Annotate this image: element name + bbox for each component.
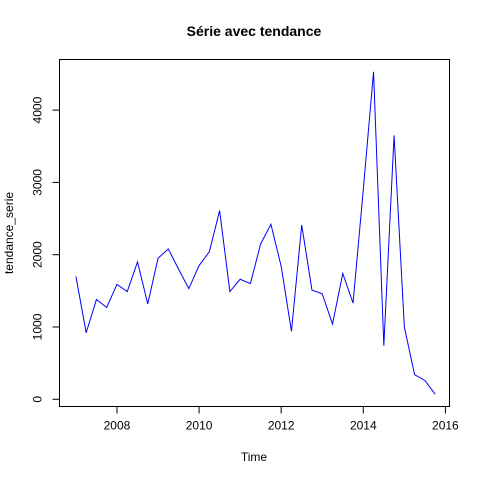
chart-title: Série avec tendance (187, 23, 322, 39)
x-tick-label: 2010 (186, 419, 213, 433)
x-axis: 2008 2010 2012 2014 2016 (104, 407, 459, 433)
y-axis: 0 1000 2000 3000 4000 (31, 96, 60, 402)
y-tick-label: 3000 (31, 169, 45, 196)
series-points (76, 72, 435, 395)
x-tick-label: 2016 (432, 419, 459, 433)
x-tick-label: 2008 (104, 419, 131, 433)
series-line (76, 72, 435, 394)
x-tick-label: 2014 (350, 419, 377, 433)
y-tick-label: 1000 (31, 313, 45, 340)
plot-frame (60, 60, 450, 407)
x-axis-label: Time (241, 450, 268, 464)
y-tick-label: 4000 (31, 96, 45, 123)
y-tick-label: 2000 (31, 241, 45, 268)
y-axis-label: tendance_serie (2, 192, 16, 274)
y-tick-label: 0 (31, 396, 45, 403)
x-tick-label: 2012 (268, 419, 295, 433)
